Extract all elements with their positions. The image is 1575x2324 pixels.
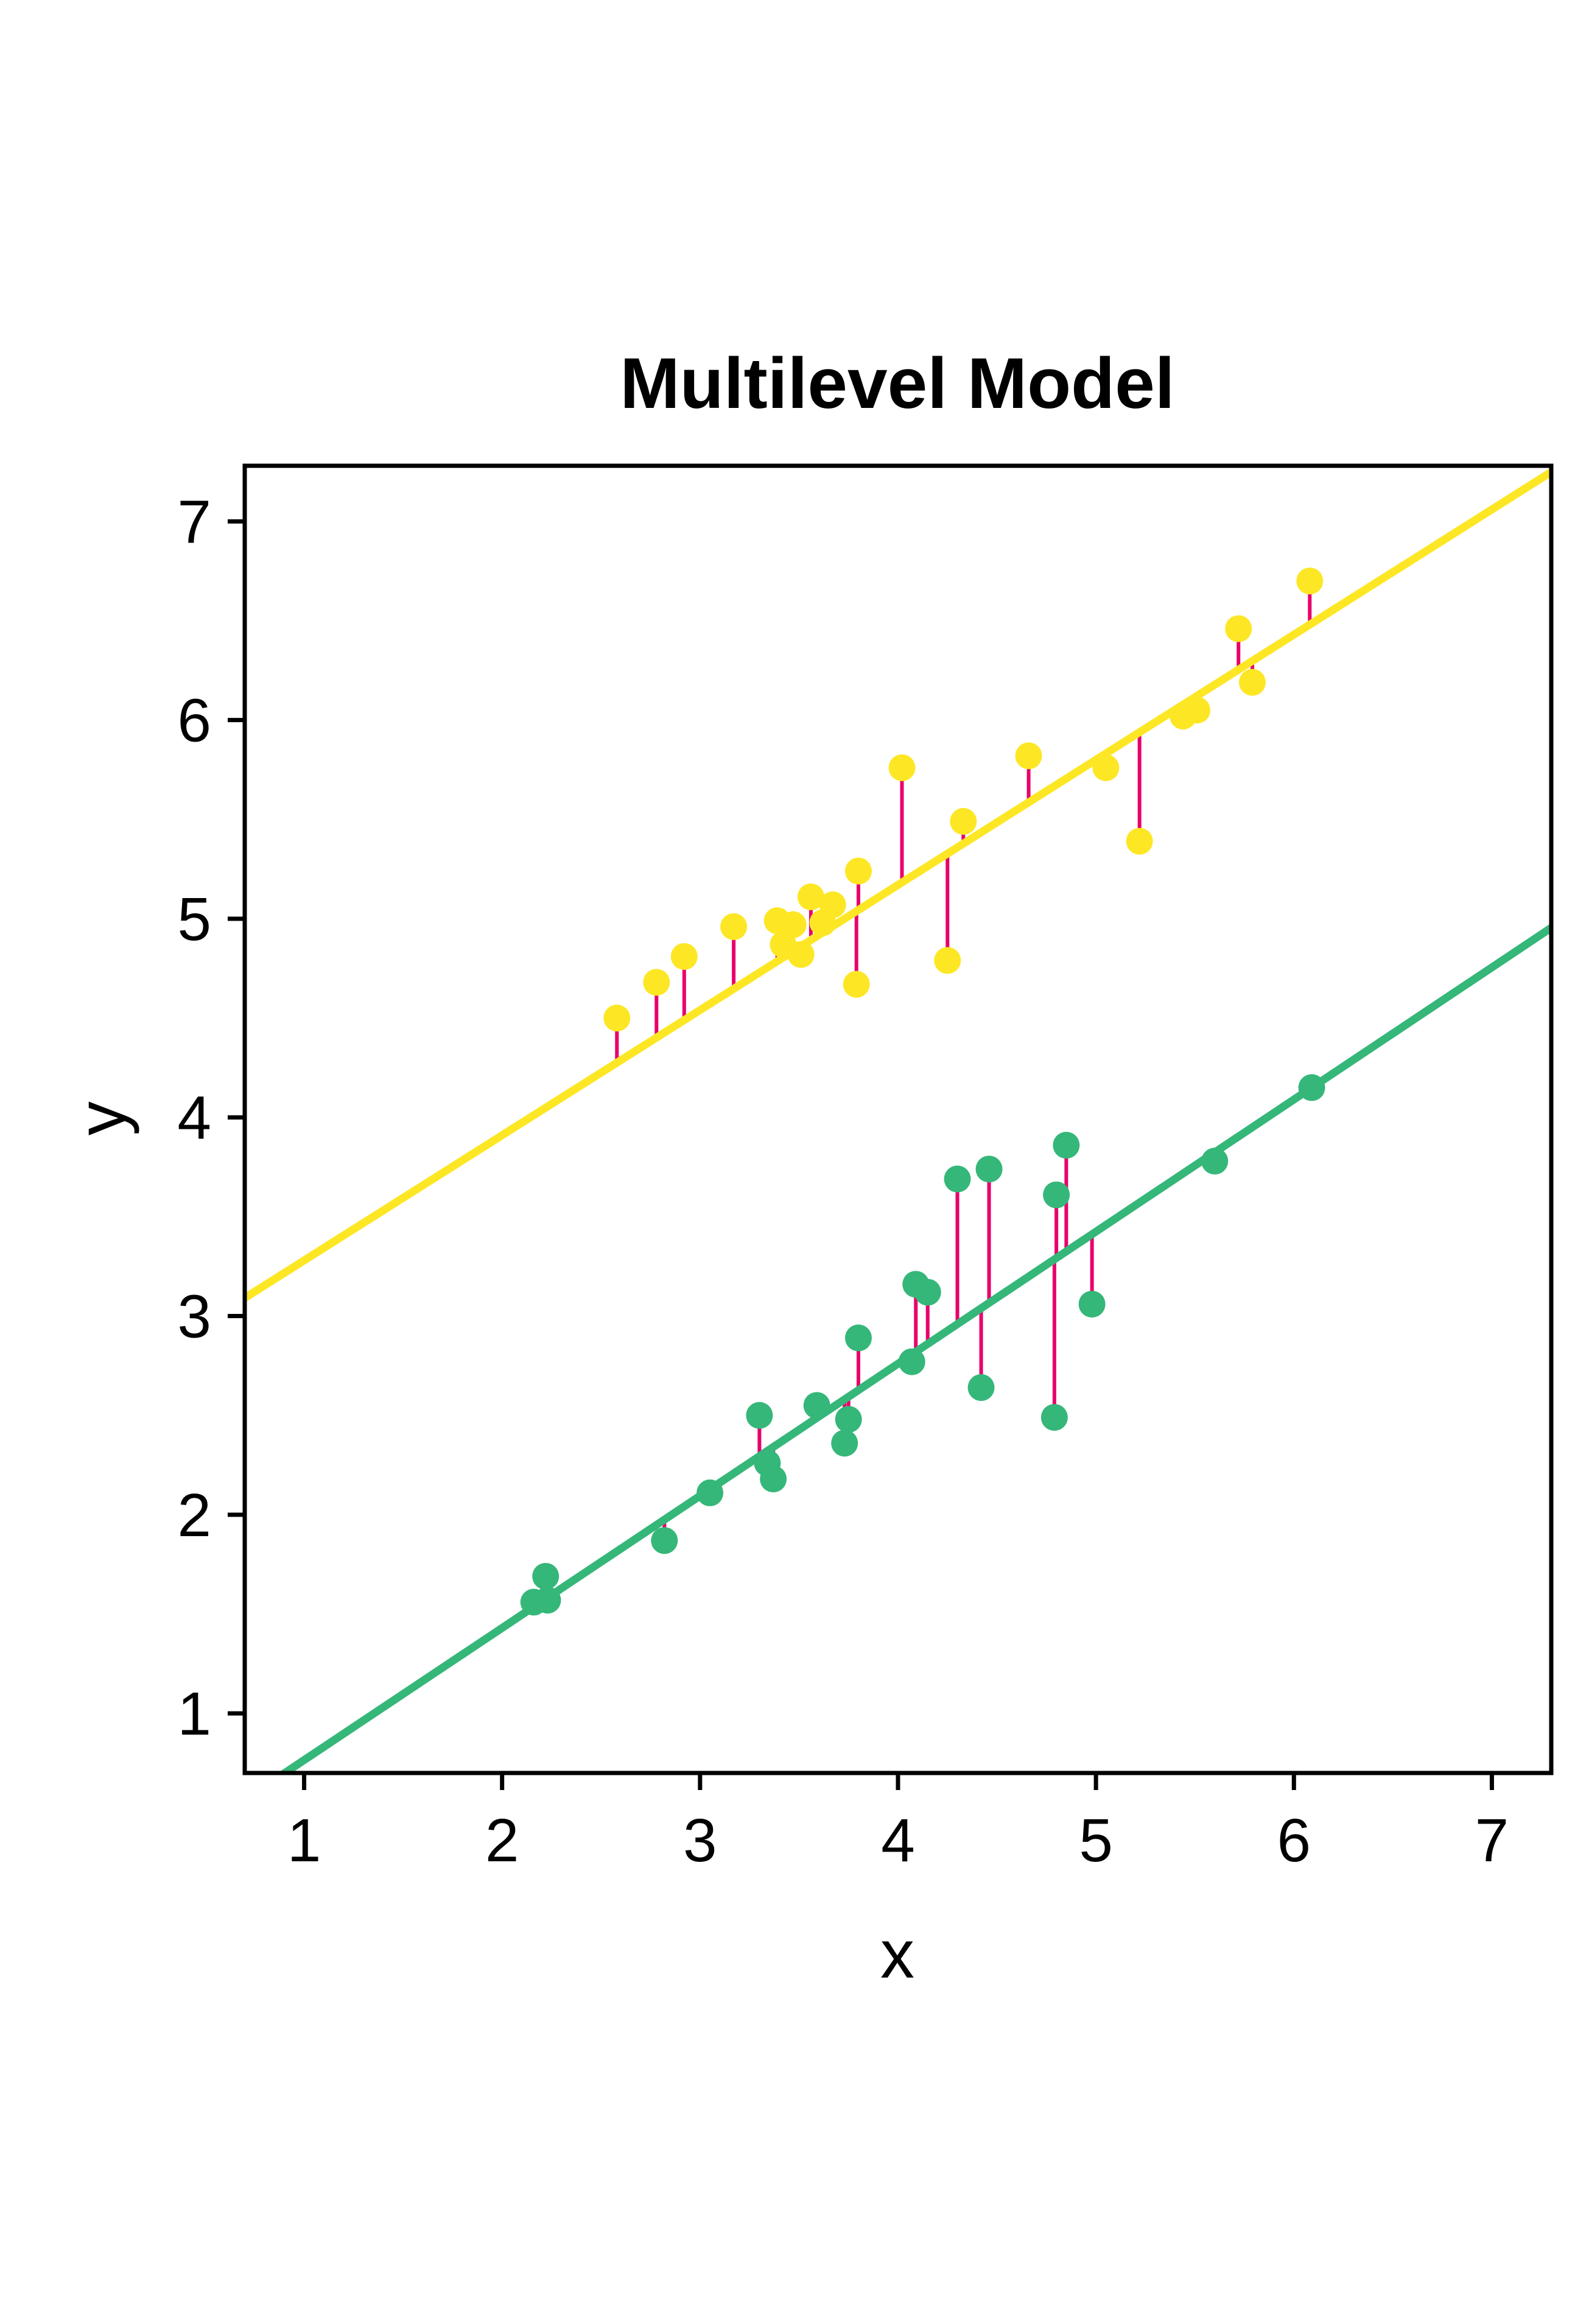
x-tick-label-3: 3: [683, 1806, 717, 1875]
fit-line-series-1: [245, 467, 1551, 1303]
y-tick-label-2: 2: [177, 1481, 211, 1550]
data-point-series-2-17: [967, 1374, 995, 1401]
data-point-series-2-9: [803, 1392, 830, 1419]
data-point-series-1-13: [844, 857, 872, 885]
data-point-series-2-12: [844, 1324, 872, 1352]
data-point-series-2-20: [1043, 1181, 1070, 1209]
y-tick-label-3: 3: [177, 1283, 211, 1351]
data-point-series-1-7: [779, 911, 807, 938]
y-tick-label-5: 5: [177, 885, 211, 953]
y-tick-label-4: 4: [177, 1084, 211, 1152]
plot-data-layer: [245, 467, 1551, 1773]
data-point-series-2-18: [975, 1156, 1003, 1183]
data-point-series-2-5: [696, 1479, 724, 1506]
data-point-series-1-3: [670, 943, 698, 970]
x-axis-label: x: [880, 1916, 914, 1992]
chart-title: Multilevel Model: [620, 343, 1174, 424]
x-tick-label-4: 4: [881, 1806, 915, 1875]
data-point-series-1-9: [797, 883, 824, 911]
data-point-series-2-10: [831, 1430, 858, 1457]
data-point-series-1-4: [720, 913, 748, 940]
y-tick-label-1: 1: [177, 1680, 211, 1748]
axes-layer: 1 2 3 4 5 6 7 1 2 3 4 5 6 7: [177, 463, 1554, 1875]
data-point-series-1-2: [643, 969, 670, 996]
data-point-series-1-17: [1015, 742, 1042, 770]
data-point-series-1-15: [934, 947, 961, 974]
data-point-series-1-23: [1239, 669, 1266, 696]
data-point-series-2-22: [1078, 1290, 1106, 1318]
x-tick-label-6: 6: [1277, 1806, 1311, 1875]
data-point-series-1-12: [843, 971, 870, 998]
y-tick-label-7: 7: [177, 488, 211, 556]
data-point-series-2-16: [944, 1165, 971, 1193]
data-point-series-1-11: [819, 891, 846, 919]
plot-frame: [242, 463, 1554, 1775]
data-point-series-2-13: [898, 1348, 925, 1375]
data-point-series-2-23: [1201, 1148, 1229, 1175]
data-point-series-2-24: [1298, 1074, 1325, 1101]
data-point-series-2-8: [760, 1466, 787, 1493]
data-point-series-1-22: [1225, 615, 1252, 642]
data-point-series-2-11: [835, 1406, 862, 1433]
y-tick-label-6: 6: [177, 687, 211, 755]
data-point-series-1-19: [1126, 827, 1153, 855]
x-tick-label-5: 5: [1079, 1806, 1113, 1875]
data-point-series-2-3: [534, 1587, 561, 1614]
fit-line-series-2: [278, 922, 1551, 1773]
data-point-series-2-19: [1040, 1403, 1068, 1431]
data-point-series-2-6: [746, 1402, 773, 1429]
data-point-series-1-14: [888, 754, 916, 781]
data-point-series-1-24: [1296, 567, 1324, 595]
data-point-series-2-21: [1053, 1131, 1080, 1159]
y-axis-label: y: [63, 1101, 139, 1136]
data-point-series-1-21: [1183, 697, 1210, 724]
data-point-series-1-18: [1092, 754, 1120, 781]
data-point-series-1-16: [950, 808, 977, 835]
x-tick-label-1: 1: [287, 1806, 321, 1875]
x-tick-label-7: 7: [1475, 1806, 1509, 1875]
data-point-series-2-4: [651, 1527, 678, 1554]
data-point-series-2-15: [914, 1279, 941, 1306]
data-point-series-1-8: [787, 941, 815, 968]
data-point-series-2-2: [532, 1562, 559, 1590]
data-point-series-1-1: [603, 1005, 631, 1032]
x-tick-label-2: 2: [485, 1806, 519, 1875]
